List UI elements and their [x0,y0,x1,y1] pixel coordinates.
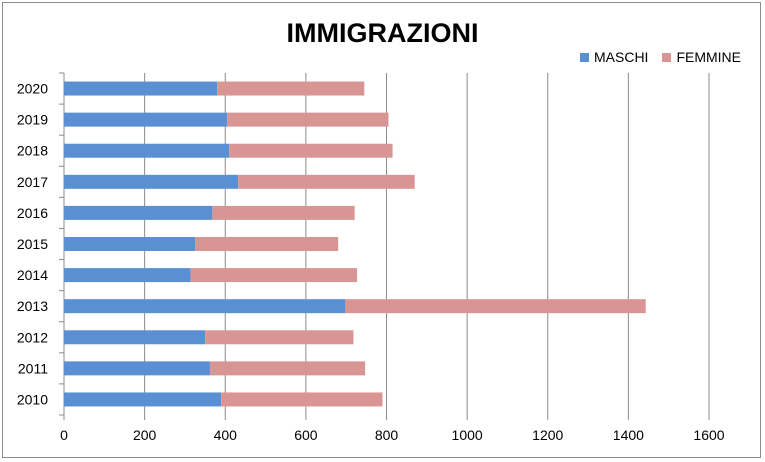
bar-maschi-2010 [64,392,222,407]
y-tick-label: 2016 [17,205,48,221]
x-tick-label: 0 [60,427,68,443]
legend-swatch-maschi [580,52,589,62]
chart-frame [2,2,761,458]
legend: MASCHI FEMMINE [580,49,755,65]
bar-maschi-2014 [64,268,191,283]
legend-item-maschi: MASCHI [580,49,648,65]
y-tick-label: 2020 [17,81,48,97]
bar-maschi-2018 [64,143,230,158]
y-tick-label: 2015 [17,236,48,252]
bar-femmine-2020 [217,81,365,96]
bar-femmine-2014 [190,268,358,283]
bar-femmine-2010 [221,392,383,407]
y-tick-label: 2018 [17,143,48,159]
bar-maschi-2017 [64,174,239,189]
bar-femmine-2016 [212,205,355,220]
bar-femmine-2015 [195,237,339,251]
y-tick-label: 2014 [17,267,48,283]
bar-femmine-2013 [345,299,646,314]
legend-swatch-femmine [662,52,672,62]
bar-femmine-2018 [229,143,393,158]
x-tick-label: 600 [294,427,318,443]
x-tick-label: 1000 [452,427,483,443]
y-tick-label: 2017 [17,174,48,190]
chart-title: IMMIGRAZIONI [286,18,479,48]
x-tick-label: 1400 [613,427,644,443]
y-tick-label: 2012 [17,329,48,345]
bar-maschi-2015 [64,237,196,251]
bar-maschi-2019 [64,112,228,127]
x-tick-label: 200 [133,427,157,443]
bar-maschi-2016 [64,205,213,220]
legend-item-femmine: FEMMINE [662,49,741,65]
y-tick-label: 2013 [17,298,48,314]
bar-femmine-2012 [205,330,354,345]
bar-maschi-2020 [64,81,218,96]
bar-femmine-2017 [238,174,415,189]
bar-maschi-2012 [64,330,206,345]
bar-maschi-2011 [64,361,210,376]
bar-femmine-2011 [209,361,366,376]
legend-label-femmine: FEMMINE [676,49,742,65]
x-tick-label: 800 [375,427,399,443]
bar-femmine-2019 [227,112,389,127]
x-tick-label: 400 [214,427,238,443]
x-tick-label: 1200 [532,427,563,443]
bar-maschi-2013 [64,299,346,314]
y-tick-label: 2010 [17,391,48,407]
legend-label-maschi: MASCHI [594,49,649,65]
y-tick-label: 2019 [17,112,48,128]
y-tick-label: 2011 [18,360,48,376]
x-tick-label: 1600 [693,427,724,443]
